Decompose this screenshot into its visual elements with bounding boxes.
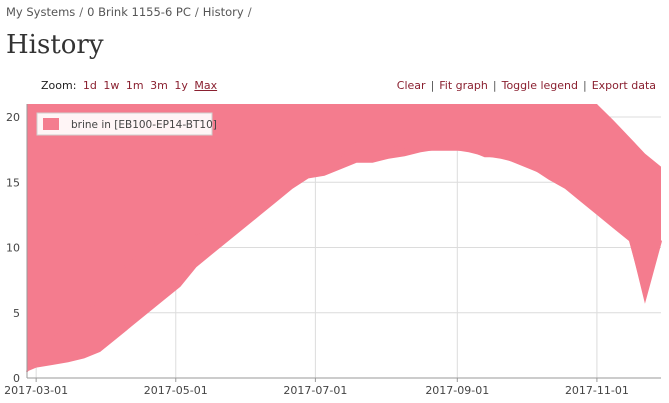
breadcrumb: My Systems/0 Brink 1155-6 PC / History / bbox=[6, 5, 256, 19]
chart-axes: 0 5 10 15 20 2017-03-01 2017-05-01 2017-07-01 20… bbox=[4, 104, 661, 397]
series-point bbox=[580, 194, 582, 197]
zoom-1d-link[interactable]: 1d bbox=[82, 79, 97, 92]
zoom-max-link[interactable]: Max bbox=[194, 79, 218, 92]
y-tick-label: 0 bbox=[13, 372, 20, 385]
series-point bbox=[163, 233, 166, 236]
series-point bbox=[435, 148, 438, 151]
x-tick-label: 2017-07-01 bbox=[283, 384, 347, 397]
zoom-1y-link[interactable]: 1y bbox=[174, 79, 188, 92]
legend-box bbox=[36, 112, 213, 136]
series-point bbox=[644, 298, 646, 301]
breadcrumb-item-history[interactable]: History bbox=[202, 5, 244, 19]
series-point bbox=[131, 259, 134, 262]
chart-series-layer bbox=[26, 104, 662, 373]
series-point bbox=[355, 142, 358, 144]
series-point bbox=[532, 168, 534, 171]
series-point bbox=[596, 207, 598, 210]
zoom-label: Zoom: bbox=[41, 79, 77, 92]
fit-graph-link[interactable]: Fit graph bbox=[439, 79, 488, 92]
series-point bbox=[51, 338, 53, 340]
y-tick-label: 10 bbox=[6, 242, 20, 255]
series-point bbox=[83, 311, 86, 314]
graph-actions: Clear | Fit graph | Toggle legend | Export dat… bbox=[396, 79, 656, 92]
x-tick-label: 2017-05-01 bbox=[144, 384, 208, 397]
x-tick-label: 2017-11-01 bbox=[565, 384, 629, 397]
x-tick-label: 2017-09-01 bbox=[425, 384, 489, 397]
series-point bbox=[323, 168, 326, 171]
breadcrumb-item-systems[interactable]: My Systems bbox=[6, 5, 76, 19]
series-point bbox=[371, 142, 374, 144]
series-point bbox=[548, 174, 550, 177]
y-tick-label: 5 bbox=[13, 307, 20, 320]
breadcrumb-separator: / bbox=[247, 5, 252, 19]
series-point bbox=[564, 181, 566, 184]
series-point bbox=[259, 194, 262, 197]
series-point bbox=[227, 207, 230, 210]
clear-link[interactable]: Clear bbox=[396, 79, 426, 92]
series-point bbox=[419, 148, 422, 151]
series-point bbox=[35, 351, 37, 353]
series-point bbox=[99, 298, 102, 301]
series-point bbox=[339, 155, 342, 157]
y-tick-label: 20 bbox=[6, 111, 20, 124]
chart-legend[interactable]: brine in [EB100-EP14-BT10] bbox=[36, 112, 217, 136]
series-band bbox=[27, 104, 661, 372]
zoom-1w-link[interactable]: 1w bbox=[103, 79, 120, 92]
legend-swatch bbox=[43, 118, 59, 130]
series-point bbox=[275, 181, 278, 184]
breadcrumb-separator: / bbox=[79, 5, 84, 19]
x-tick-label: 2017-03-01 bbox=[4, 384, 68, 397]
series-point bbox=[243, 201, 246, 203]
export-data-link[interactable]: Export data bbox=[591, 79, 656, 92]
series-point bbox=[387, 142, 390, 144]
legend-label: brine in [EB100-EP14-BT10] bbox=[71, 119, 217, 131]
series-point bbox=[147, 246, 150, 249]
series-point bbox=[499, 155, 502, 157]
series-point bbox=[67, 325, 69, 327]
toggle-legend-link[interactable]: Toggle legend bbox=[501, 79, 578, 92]
series-point bbox=[483, 155, 486, 157]
zoom-bar: Zoom: 1d 1w 1m 3m 1y Max bbox=[41, 79, 220, 92]
zoom-1m-link[interactable]: 1m bbox=[125, 79, 144, 92]
breadcrumb-separator: / bbox=[194, 5, 199, 19]
series-point bbox=[403, 148, 406, 151]
series-point bbox=[660, 240, 662, 242]
series-point bbox=[516, 161, 518, 164]
zoom-3m-link[interactable]: 3m bbox=[150, 79, 168, 92]
series-point bbox=[291, 181, 294, 184]
breadcrumb-item-system[interactable]: 0 Brink 1155-6 PC bbox=[87, 5, 191, 19]
y-tick-label: 15 bbox=[6, 176, 20, 189]
series-point bbox=[179, 272, 182, 275]
series-point bbox=[628, 233, 630, 236]
series-point bbox=[467, 148, 470, 151]
series-point bbox=[115, 272, 118, 275]
series-point bbox=[195, 233, 198, 236]
series-point bbox=[211, 220, 214, 223]
series-point bbox=[612, 220, 614, 223]
series-point bbox=[307, 174, 310, 177]
page-title: History bbox=[6, 30, 104, 60]
series-point bbox=[451, 148, 454, 151]
